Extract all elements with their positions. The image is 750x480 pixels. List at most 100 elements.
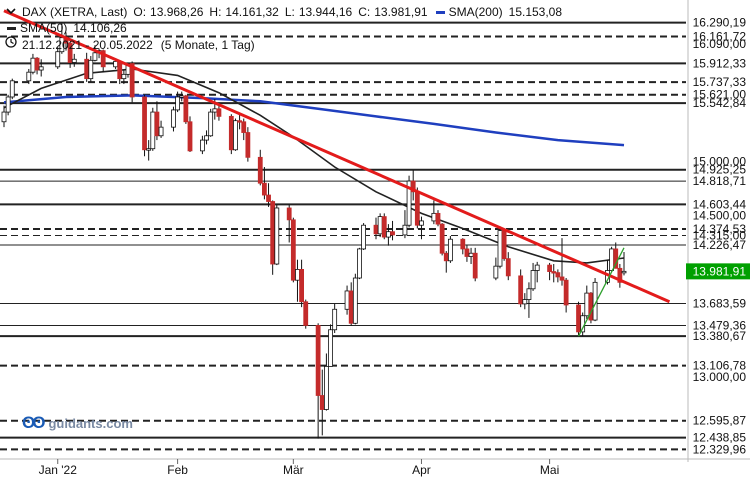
candle-body xyxy=(30,57,36,73)
time-tick-label: Mai xyxy=(540,463,559,477)
candle-body xyxy=(212,108,218,113)
sma200-swatch xyxy=(435,10,445,14)
candle-body xyxy=(447,238,453,262)
candle-body xyxy=(84,58,90,80)
price-level-label: 14.818,71 xyxy=(693,174,747,188)
candle-body xyxy=(328,329,333,367)
sma200-label: SMA(200) xyxy=(448,5,503,19)
candle-body xyxy=(319,395,325,410)
candle-body xyxy=(584,292,590,317)
candle-body xyxy=(5,96,11,113)
candle-body xyxy=(352,277,358,324)
price-level-label: 14.315,00 xyxy=(693,228,747,242)
sma200-line xyxy=(3,94,625,147)
candle-body xyxy=(323,365,329,410)
guidants-watermark: ʘʘ guidants.com xyxy=(22,413,133,433)
candle-body xyxy=(204,135,209,141)
candle-body xyxy=(419,220,424,226)
guidants-logo: ʘʘ xyxy=(22,413,46,432)
price-level-label: 15.737,33 xyxy=(693,75,747,89)
close-label: C: xyxy=(358,5,371,19)
candle-body xyxy=(216,108,222,117)
candle-body xyxy=(530,270,536,290)
candles-group xyxy=(1,22,627,439)
price-level-label: 13.106,78 xyxy=(693,359,747,373)
chart-legend: DAX (XETRA, Last) O: 13.968,26 H: 14.161… xyxy=(4,4,562,53)
candle-body xyxy=(245,132,251,158)
last-price-label: 13.981,91 xyxy=(693,264,747,278)
candle-body xyxy=(402,224,408,236)
candle-body xyxy=(100,50,106,68)
open-value: 13.968,26 xyxy=(150,5,204,19)
price-level-label: 15.912,33 xyxy=(693,56,747,70)
period-range: 21.12.2021 - 20.05.2022 xyxy=(22,37,153,52)
candle-body xyxy=(464,248,470,257)
legend-sma50-row: SMA(50) 14.106,26 xyxy=(4,20,562,36)
watermark-text: guidants.com xyxy=(48,415,133,431)
time-axis: Jan '22 Feb Mär Apr Mai xyxy=(0,458,750,477)
candle-body xyxy=(526,288,532,300)
candle-body xyxy=(609,248,614,271)
candle-body xyxy=(493,265,499,279)
candle-body xyxy=(344,290,350,310)
candle-body xyxy=(299,269,305,303)
candle-body xyxy=(187,121,193,152)
price-level-label: 16.290,19 xyxy=(693,16,747,30)
candle-body xyxy=(129,63,135,98)
price-level-label: 12.595,87 xyxy=(693,414,747,428)
price-level-label: 14.374,53 xyxy=(693,222,747,236)
last-price-badge xyxy=(686,263,750,280)
candle-body xyxy=(555,272,561,278)
candle-body xyxy=(237,120,243,123)
price-level-label: 15.542,84 xyxy=(693,96,747,110)
close-value: 13.981,91 xyxy=(374,5,428,19)
support-trend-line xyxy=(577,247,625,337)
candle-body xyxy=(377,216,383,235)
candle-body xyxy=(361,224,367,250)
instrument-name: DAX (XETRA, Last) xyxy=(22,5,128,19)
candle-body xyxy=(518,275,524,305)
candle-body xyxy=(431,212,437,222)
candle-body xyxy=(468,252,474,257)
price-level-label: 15.000,00 xyxy=(693,155,747,169)
price-level-label: 14.226,47 xyxy=(693,238,747,252)
sma50-line xyxy=(3,68,625,264)
sma200-value: 15.153,08 xyxy=(508,5,563,19)
candle-body xyxy=(55,51,61,68)
candle-body xyxy=(274,207,280,265)
candle-body xyxy=(9,80,15,98)
candle-body xyxy=(576,304,581,333)
candle-body xyxy=(414,191,420,226)
legend-instrument-row: DAX (XETRA, Last) O: 13.968,26 H: 14.161… xyxy=(4,4,562,20)
chevron-down-icon[interactable] xyxy=(4,4,18,20)
candle-body xyxy=(92,52,98,61)
candle-body xyxy=(150,111,156,150)
price-level-label: 16.161,72 xyxy=(693,29,747,43)
candle-body xyxy=(71,58,77,63)
candle-body xyxy=(67,42,73,63)
candle-body xyxy=(175,96,181,111)
candle-body xyxy=(146,148,152,151)
candle-body xyxy=(295,269,300,281)
candle-body xyxy=(257,156,263,184)
candle-body xyxy=(617,267,623,283)
candle-body xyxy=(559,276,565,281)
candle-body xyxy=(171,109,176,128)
price-level-label: 13.000,00 xyxy=(693,370,747,384)
candle-body xyxy=(158,126,164,137)
legend-period-row: 21.12.2021 - 20.05.2022 (5 Monate, 1 Tag… xyxy=(4,36,562,53)
candle-body xyxy=(410,180,416,193)
price-level-label: 16.090,00 xyxy=(693,37,747,51)
low-label: L: xyxy=(284,5,295,19)
time-tick-label: Jan '22 xyxy=(39,463,78,477)
price-level-label: 13.380,67 xyxy=(693,329,747,343)
sma50-line-group xyxy=(3,68,625,264)
candle-body xyxy=(443,252,449,262)
price-level-label: 15.621,00 xyxy=(693,88,747,102)
time-tick-label: Mär xyxy=(283,463,304,477)
clock-icon xyxy=(4,36,18,53)
candle-body xyxy=(117,61,123,80)
candle-body xyxy=(621,270,627,274)
candle-body xyxy=(179,95,185,98)
